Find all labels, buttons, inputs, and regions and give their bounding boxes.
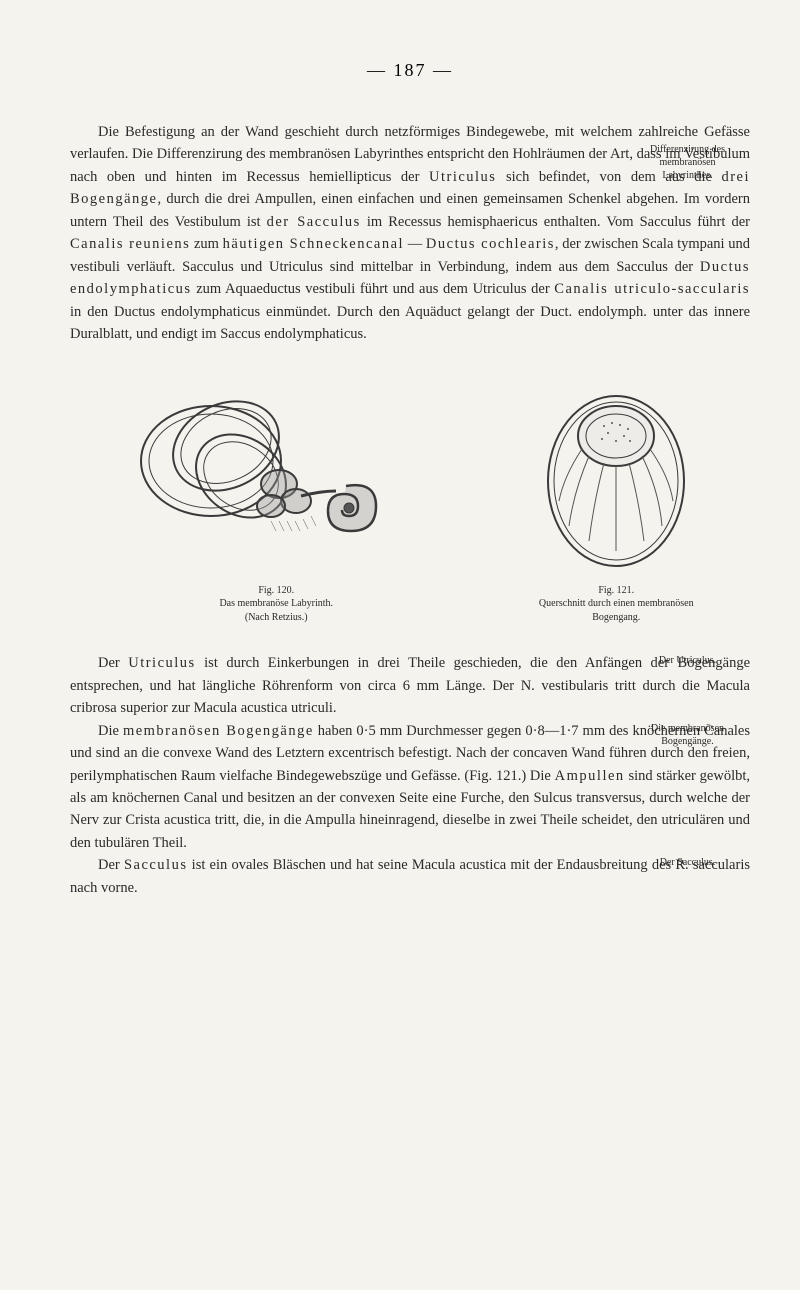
text-span: Die — [98, 723, 123, 739]
figure-120-caption: Fig. 120. Das membranöse Labyrinth. (Nac… — [121, 584, 431, 625]
text-span: Der — [98, 655, 128, 671]
text-span: zum — [190, 236, 222, 252]
text-block-2: Der Utriculus. Der Utriculus ist durch E… — [70, 652, 750, 719]
cross-section-illustration — [534, 381, 699, 576]
spaced-term: Ampullen — [555, 768, 625, 784]
text-span: in den Ductus endolymphaticus einmündet.… — [70, 304, 750, 342]
figure-number: Fig. 121. — [534, 584, 699, 598]
spaced-term: Sacculus — [124, 857, 188, 873]
margin-note-4: Der Sacculus. — [640, 856, 735, 869]
margin-note-3: Die membranösen Bogengänge. — [640, 722, 735, 748]
spaced-term: Canalis reuniens — [70, 236, 190, 252]
spaced-term: Ductus cochlearis — [426, 236, 555, 252]
figure-120: Fig. 120. Das membranöse Labyrinth. (Nac… — [121, 376, 431, 625]
text-block-1: Differenzirung des membranösen Labyrinth… — [70, 121, 750, 346]
text-span: — — [404, 236, 426, 252]
spaced-term: Canalis utriculo-saccularis — [554, 281, 750, 297]
figure-number: Fig. 120. — [121, 584, 431, 598]
text-block-4: Der Sacculus. Der Sacculus ist ein ovale… — [70, 854, 750, 899]
spaced-term: Utriculus — [429, 169, 496, 185]
spaced-term: der Sacculus — [267, 214, 361, 230]
figure-desc: Querschnitt durch einen membranösen — [534, 597, 699, 611]
spaced-term: membranösen Bogengänge — [123, 723, 314, 739]
figure-121-caption: Fig. 121. Querschnitt durch einen membra… — [534, 584, 699, 625]
page-number: — 187 — — [70, 60, 750, 81]
figure-desc: Bogengang. — [534, 611, 699, 625]
figure-121: Fig. 121. Querschnitt durch einen membra… — [534, 381, 699, 625]
text-block-3: Die membranösen Bogengänge. Die membranö… — [70, 720, 750, 855]
margin-note-2: Der Utriculus. — [640, 654, 735, 667]
figures-container: Fig. 120. Das membranöse Labyrinth. (Nac… — [70, 376, 750, 625]
text-span: zum Aquaeductus vestibuli führt und aus … — [192, 281, 555, 297]
figure-desc: (Nach Retzius.) — [121, 611, 431, 625]
margin-note-1: Differenzirung des membranösen Labyrinth… — [640, 143, 735, 182]
text-span: im Recessus hemisphaericus enthalten. Vo… — [361, 214, 750, 230]
spaced-term: Utriculus — [128, 655, 195, 671]
page-container: — 187 — Differenzirung des membranösen L… — [0, 0, 800, 1290]
labyrinth-illustration — [121, 376, 431, 576]
text-span: Der — [98, 857, 124, 873]
figure-desc: Das membranöse Labyrinth. — [121, 597, 431, 611]
spaced-term: häutigen Schneckencanal — [223, 236, 405, 252]
